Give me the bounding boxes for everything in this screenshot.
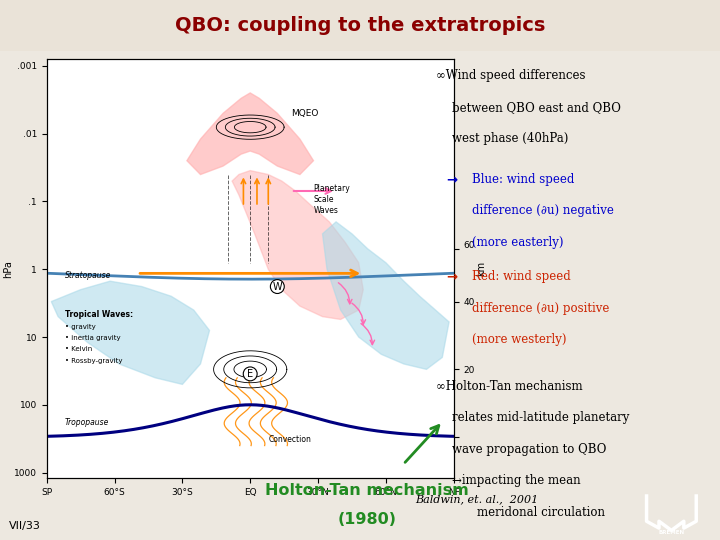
- Text: ∞Holton-Tan mechanism: ∞Holton-Tan mechanism: [436, 380, 582, 393]
- Text: • gravity: • gravity: [65, 323, 96, 329]
- FancyBboxPatch shape: [0, 0, 720, 51]
- Text: meridonal circulation: meridonal circulation: [477, 505, 606, 518]
- Text: Red: wind speed: Red: wind speed: [472, 270, 570, 283]
- Text: W: W: [272, 281, 282, 292]
- Text: E: E: [247, 369, 253, 379]
- Text: Planetary
Scale
Waves: Planetary Scale Waves: [313, 184, 350, 215]
- Text: relates mid-latitude planetary: relates mid-latitude planetary: [452, 411, 629, 424]
- Text: →: →: [446, 173, 458, 186]
- Polygon shape: [51, 281, 210, 384]
- Polygon shape: [232, 171, 363, 320]
- Text: Tropopause: Tropopause: [65, 418, 109, 427]
- Text: (more westerly): (more westerly): [472, 333, 566, 346]
- Text: →impacting the mean: →impacting the mean: [452, 474, 581, 487]
- Text: ∞Wind speed differences: ∞Wind speed differences: [436, 69, 585, 82]
- Text: Stratopause: Stratopause: [65, 271, 112, 280]
- Text: Convection: Convection: [269, 435, 311, 444]
- Text: between QBO east and QBO: between QBO east and QBO: [452, 100, 621, 113]
- Text: west phase (40hPa): west phase (40hPa): [452, 132, 569, 145]
- Y-axis label: km: km: [476, 261, 486, 276]
- Text: Holton-Tan mechanism: Holton-Tan mechanism: [266, 483, 469, 497]
- Text: • Rossby-gravity: • Rossby-gravity: [65, 358, 122, 364]
- Text: wave propagation to QBO: wave propagation to QBO: [452, 443, 607, 456]
- Text: difference (∂u) negative: difference (∂u) negative: [472, 204, 613, 217]
- Text: QBO: coupling to the extratropics: QBO: coupling to the extratropics: [175, 16, 545, 35]
- Text: Baldwin, et. al.,  2001: Baldwin, et. al., 2001: [415, 495, 539, 504]
- Text: (1980): (1980): [338, 512, 397, 527]
- Text: BREMEN: BREMEN: [658, 530, 685, 535]
- Polygon shape: [187, 93, 313, 174]
- Y-axis label: hPa: hPa: [3, 260, 13, 278]
- Text: • Kelvin: • Kelvin: [65, 346, 92, 352]
- Text: Tropical Waves:: Tropical Waves:: [65, 309, 133, 319]
- Text: difference (∂u) positive: difference (∂u) positive: [472, 301, 609, 314]
- Text: (more easterly): (more easterly): [472, 235, 563, 248]
- Polygon shape: [323, 222, 449, 369]
- Text: →: →: [446, 270, 458, 283]
- Text: VII/33: VII/33: [9, 522, 40, 531]
- Text: MQEO: MQEO: [291, 109, 318, 118]
- Text: • inertia gravity: • inertia gravity: [65, 335, 120, 341]
- Text: Blue: wind speed: Blue: wind speed: [472, 173, 574, 186]
